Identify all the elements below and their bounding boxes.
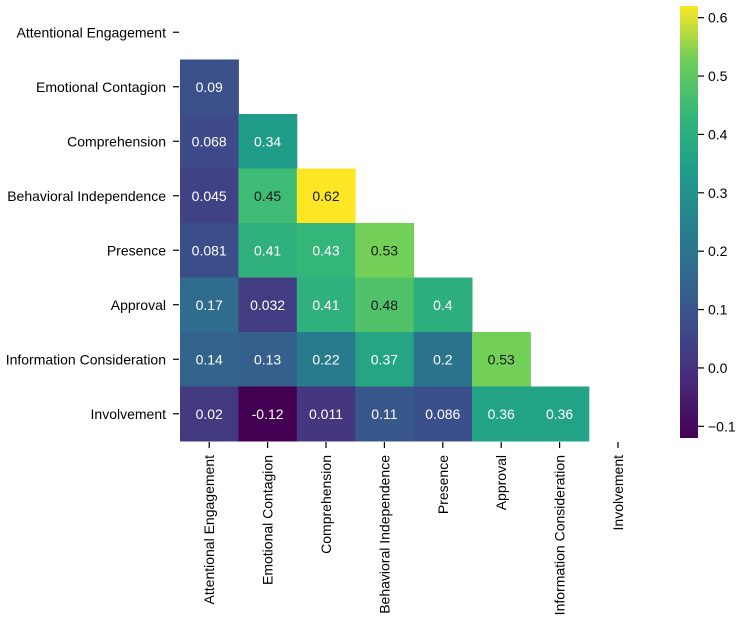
heatmap-cell-label: 0.34 (254, 133, 281, 149)
y-tick-label: Information Consideration (6, 351, 166, 367)
heatmap-cell (296, 332, 356, 387)
heatmap-cell (413, 332, 473, 387)
heatmap-cells (180, 59, 590, 442)
heatmap-cell-label: 0.02 (196, 406, 223, 422)
heatmap-cell-label: 0.4 (433, 297, 453, 313)
heatmap-cell-label: 0.068 (192, 133, 227, 149)
y-tick-label: Approval (111, 297, 166, 313)
heatmap-cell (296, 277, 356, 333)
heatmap-cell-label: 0.41 (254, 242, 281, 258)
x-tick-label: Involvement (610, 455, 626, 531)
heatmap-cell-label: 0.62 (312, 188, 339, 204)
x-tick-label: Attentional Engagement (201, 455, 217, 605)
x-tick-label: Behavioral Independence (376, 455, 392, 614)
heatmap-cell (472, 386, 531, 442)
heatmap-cell (238, 386, 298, 442)
heatmap-cell-label: 0.43 (312, 242, 339, 258)
colorbar-tick-label: 0.5 (708, 68, 728, 84)
colorbar-tick-label: 0.6 (708, 10, 728, 26)
heatmap-cell (180, 277, 239, 333)
colorbar-tick-label: 0.3 (708, 185, 728, 201)
x-tick-label: Approval (493, 455, 509, 510)
heatmap-cell-label: 0.086 (425, 406, 460, 422)
colorbar-tick-label: 0.0 (708, 360, 728, 376)
heatmap-cell (413, 386, 473, 442)
heatmap-cell-labels: 0.09 0.068 0.34 0.045 0.45 0.62 0.081 0.41 0.43 0… (192, 79, 574, 422)
heatmap-cell (530, 386, 590, 442)
y-tick-label: Comprehension (67, 133, 166, 149)
colorbar-tick-label: 0.4 (708, 126, 728, 142)
heatmap-cell (238, 332, 298, 387)
colorbar-tick-label: 0.1 (708, 302, 728, 318)
x-tick-label: Presence (435, 455, 451, 514)
heatmap-cell-label: 0.081 (192, 242, 227, 258)
x-axis: Attentional Engagement Emotional Contagio… (201, 442, 626, 615)
heatmap-cell-label: 0.032 (250, 297, 285, 313)
heatmap-cell-label: 0.17 (196, 297, 223, 313)
heatmap-cell-label: 0.53 (488, 351, 515, 367)
x-tick-label: Information Consideration (552, 455, 568, 615)
heatmap-cell (355, 332, 415, 387)
heatmap-cell-label: 0.22 (312, 351, 339, 367)
colorbar: 0.6 0.5 0.4 0.3 0.2 0.1 0.0 −0.1 (680, 6, 736, 438)
heatmap-cell-label: 0.045 (192, 188, 227, 204)
heatmap-cell-label: 0.37 (371, 351, 398, 367)
heatmap-cell-label: 0.09 (196, 79, 223, 95)
colorbar-tick-label: −0.1 (708, 418, 736, 434)
heatmap-cell (355, 277, 415, 333)
heatmap-cell-label: 0.45 (254, 188, 281, 204)
heatmap-cell-label: 0.2 (433, 351, 453, 367)
y-tick-label: Attentional Engagement (17, 24, 167, 40)
heatmap-cell-label: 0.13 (254, 351, 281, 367)
heatmap-cell (355, 223, 415, 278)
heatmap-cell (238, 277, 298, 333)
heatmap-cell (413, 277, 473, 333)
heatmap-cell-label: 0.41 (312, 297, 339, 313)
heatmap-cell (180, 386, 239, 442)
heatmap-cell (180, 59, 239, 115)
heatmap-cell-label: 0.011 (309, 406, 343, 422)
y-tick-label: Emotional Contagion (36, 79, 166, 95)
x-tick-label: Comprehension (318, 455, 334, 554)
heatmap-cell (296, 223, 356, 278)
y-tick-label: Behavioral Independence (7, 188, 166, 204)
heatmap-cell (238, 168, 298, 224)
colorbar-gradient (680, 6, 698, 438)
x-tick-label: Emotional Contagion (260, 455, 276, 585)
heatmap-cell (238, 114, 298, 169)
heatmap-cell (296, 386, 356, 442)
y-tick-label: Presence (107, 242, 166, 258)
heatmap-cell-label: 0.36 (546, 406, 573, 422)
heatmap-cell (355, 386, 415, 442)
y-axis: Attentional Engagement Emotional Contagio… (6, 24, 179, 422)
heatmap-cell (180, 332, 239, 387)
colorbar-tick-label: 0.2 (708, 243, 728, 259)
heatmap-cell-label: 0.36 (488, 406, 515, 422)
heatmap-cell (180, 114, 239, 169)
heatmap-cell-label: 0.48 (371, 297, 398, 313)
heatmap-cell (238, 223, 298, 278)
heatmap-cell (472, 332, 531, 387)
heatmap-cell-label: -0.12 (252, 406, 284, 422)
heatmap-cell (296, 168, 356, 224)
y-tick-label: Involvement (91, 406, 167, 422)
heatmap-cell (180, 223, 239, 278)
heatmap-cell-label: 0.53 (371, 242, 398, 258)
heatmap-cell (180, 168, 239, 224)
heatmap-cell-label: 0.14 (196, 351, 223, 367)
heatmap-cell-label: 0.11 (371, 406, 397, 422)
